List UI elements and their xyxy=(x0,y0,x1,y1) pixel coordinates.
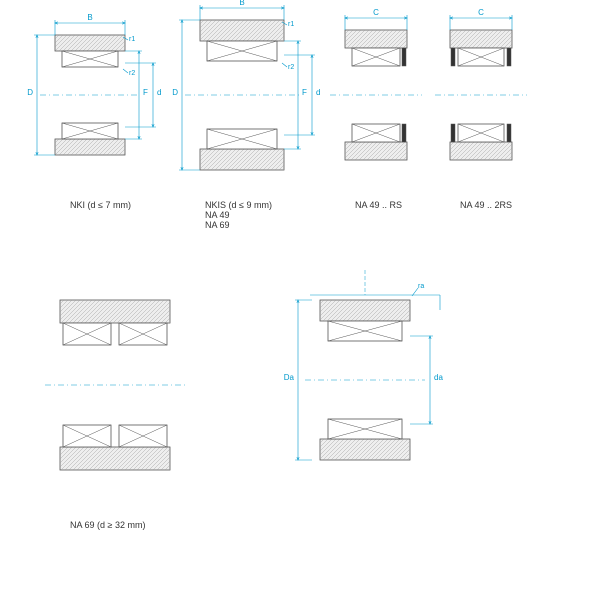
bearing-fig1: B D Fd r1 r2 xyxy=(27,13,161,155)
svg-text:ra: ra xyxy=(418,283,424,290)
svg-text:r1: r1 xyxy=(129,36,135,43)
svg-text:r1: r1 xyxy=(288,21,294,28)
svg-text:B: B xyxy=(87,13,92,22)
caption-fig1: NKI (d ≤ 7 mm) xyxy=(70,200,131,210)
svg-text:r2: r2 xyxy=(129,70,135,77)
svg-text:D: D xyxy=(172,88,178,97)
svg-text:C: C xyxy=(478,8,484,17)
caption-fig3: NA 49 .. RS xyxy=(355,200,402,210)
svg-text:C: C xyxy=(373,8,379,17)
bearing-fig6: Da da ra xyxy=(284,270,444,460)
svg-text:D: D xyxy=(27,88,33,97)
svg-text:r2: r2 xyxy=(288,64,294,71)
bearing-fig2: B D Fd r1 r2 xyxy=(172,0,320,170)
caption-fig4: NA 49 .. 2RS xyxy=(460,200,512,210)
caption-fig2: NKIS (d ≤ 9 mm) NA 49 NA 69 xyxy=(205,200,272,230)
svg-text:F: F xyxy=(302,88,307,97)
svg-text:d: d xyxy=(316,88,320,97)
technical-drawing-canvas: B D Fd r1 r2 B D Fd r1 r2 C C Da da ra xyxy=(0,0,600,600)
svg-text:d: d xyxy=(157,88,161,97)
svg-text:B: B xyxy=(239,0,244,7)
bearing-fig3: C xyxy=(327,8,422,160)
caption-fig5: NA 69 (d ≥ 32 mm) xyxy=(70,520,145,530)
bearing-fig4: C xyxy=(432,8,527,160)
bearing-fig5 xyxy=(37,300,192,470)
svg-text:da: da xyxy=(434,373,443,382)
svg-text:F: F xyxy=(143,88,148,97)
svg-text:Da: Da xyxy=(284,373,295,382)
